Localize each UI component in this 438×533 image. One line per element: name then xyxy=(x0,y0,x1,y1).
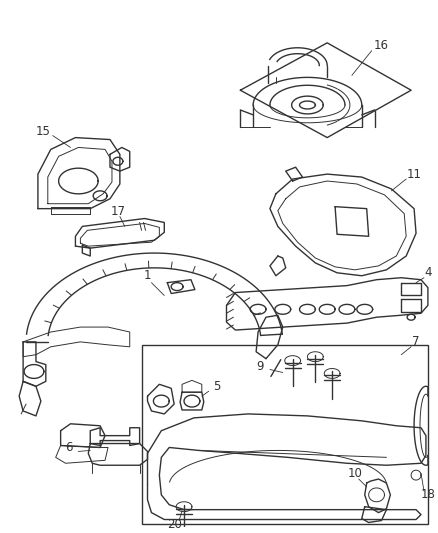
Text: 9: 9 xyxy=(256,360,264,373)
Text: 15: 15 xyxy=(35,125,50,138)
Text: 7: 7 xyxy=(412,335,420,349)
Text: 5: 5 xyxy=(213,380,220,393)
Text: 16: 16 xyxy=(374,39,389,52)
Text: 17: 17 xyxy=(110,205,125,218)
Bar xyxy=(141,345,428,524)
Text: 20: 20 xyxy=(167,518,182,531)
Text: 11: 11 xyxy=(406,167,422,181)
Text: 1: 1 xyxy=(144,269,151,282)
Text: 6: 6 xyxy=(65,441,72,454)
Text: 4: 4 xyxy=(424,266,432,279)
Text: 10: 10 xyxy=(347,466,362,480)
Text: 18: 18 xyxy=(420,488,435,502)
